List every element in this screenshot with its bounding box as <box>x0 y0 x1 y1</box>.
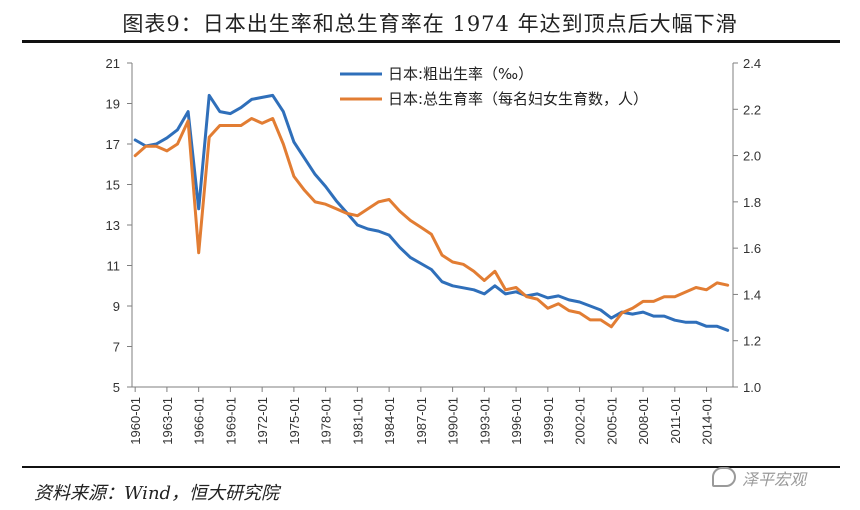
watermark-text: 泽平宏观 <box>742 470 807 489</box>
x-tick-label: 2005-01 <box>604 397 619 445</box>
y-right-tick-label: 1.6 <box>743 241 761 256</box>
x-tick-label: 1975-01 <box>287 397 302 445</box>
bottom-rule <box>22 466 840 468</box>
axes-layer: 5 7 9 11 13 15 17 19 21 1.0 1.2 1.4 1.6 1.8 2.0 2.2 2.4 1… <box>106 56 762 445</box>
wechat-icon <box>712 467 736 487</box>
x-tick-label: 1993-01 <box>477 397 492 445</box>
y-right-tick-label: 1.8 <box>743 195 761 210</box>
x-tick-label: 1999-01 <box>541 397 556 445</box>
x-tick-label: 1972-01 <box>255 397 270 445</box>
y-right-tick-label: 2.2 <box>743 102 761 117</box>
x-tick-label: 1978-01 <box>319 397 334 445</box>
y-left-tick-label: 21 <box>106 56 120 71</box>
x-tick-label: 1969-01 <box>223 397 238 445</box>
x-tick-label: 1960-01 <box>128 397 143 445</box>
title-rule <box>22 40 840 43</box>
y-left-tick-label: 5 <box>113 380 120 395</box>
x-tick-label: 1981-01 <box>350 397 365 445</box>
x-tick-label: 1996-01 <box>509 397 524 445</box>
figure-title: 图表9：日本出生率和总生育率在 1974 年达到顶点后大幅下滑 <box>122 12 738 36</box>
series-line-fertility-rate <box>133 117 730 329</box>
legend-label: 日本:总生育率（每名妇女生育数，人） <box>388 90 648 108</box>
y-left-tick-label: 9 <box>113 299 120 314</box>
y-left-tick-label: 15 <box>106 178 120 193</box>
y-left-tick-label: 19 <box>106 97 120 112</box>
legend: 日本:粗出生率（‰） 日本:总生育率（每名妇女生育数，人） <box>340 65 648 108</box>
x-tick-label: 2002-01 <box>573 397 588 445</box>
y-right-tick-label: 1.0 <box>743 380 761 395</box>
x-tick-label: 2008-01 <box>636 397 651 445</box>
x-tick-label: 1966-01 <box>192 397 207 445</box>
y-right-tick-label: 1.2 <box>743 334 761 349</box>
x-tick-label: 1963-01 <box>160 397 175 445</box>
legend-label: 日本:粗出生率（‰） <box>388 65 533 83</box>
y-left-tick-label: 17 <box>106 137 120 152</box>
y-left-tick-label: 7 <box>113 340 120 355</box>
x-tick-label: 1987-01 <box>414 397 429 445</box>
series-line-birth-rate <box>133 93 730 332</box>
x-tick-label: 2014-01 <box>700 397 715 445</box>
y-right-tick-label: 2.0 <box>743 149 761 164</box>
x-tick-label: 2011-01 <box>668 397 683 444</box>
y-right-tick-label: 2.4 <box>743 56 761 71</box>
x-tick-label: 1984-01 <box>382 397 397 445</box>
watermark: 泽平宏观 <box>712 466 806 490</box>
series-layer <box>133 93 730 332</box>
y-left-tick-label: 11 <box>107 259 121 274</box>
source-note: 资料来源：Wind，恒大研究院 <box>34 483 280 504</box>
x-tick-label: 1990-01 <box>446 397 461 445</box>
line-chart: 5 7 9 11 13 15 17 19 21 1.0 1.2 1.4 1.6 1.8 2.0 2.2 2.4 1… <box>106 56 762 445</box>
y-left-tick-label: 13 <box>106 218 120 233</box>
y-right-tick-label: 1.4 <box>743 287 761 302</box>
